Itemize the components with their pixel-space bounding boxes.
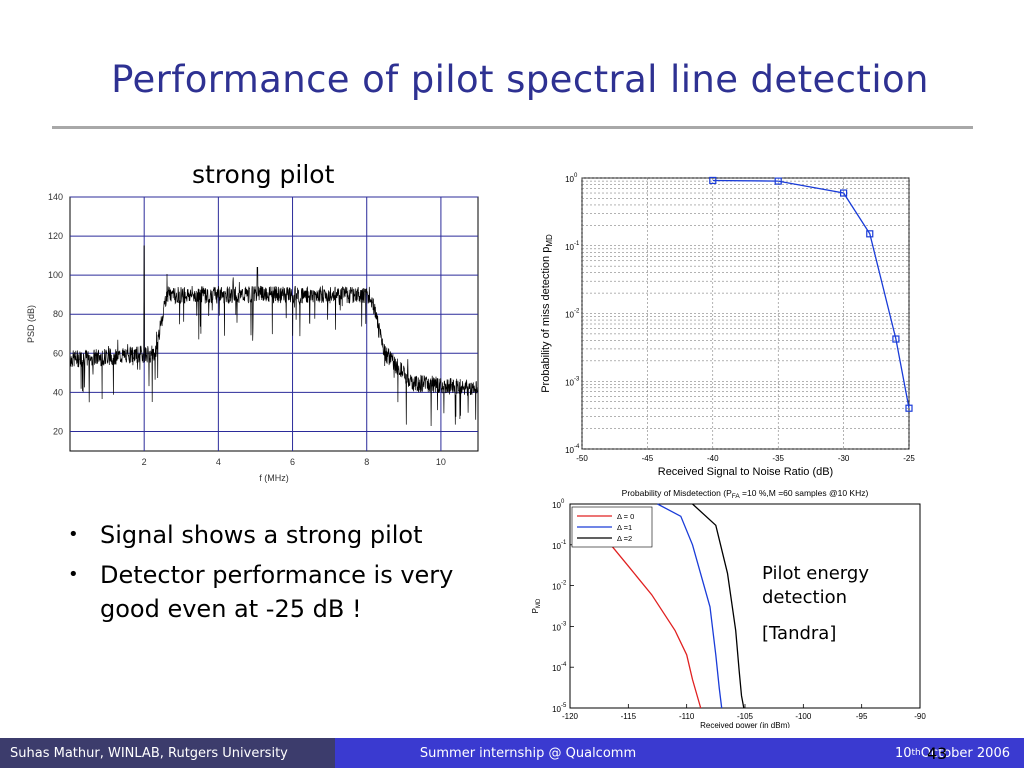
legend-label: Δ = 0 [617, 512, 634, 521]
series-line [657, 503, 723, 709]
bullet-dot-icon: • [68, 564, 79, 585]
x-tick-label: -25 [903, 454, 915, 463]
footer-author: Suhas Mathur, WINLAB, Rutgers University [0, 738, 335, 768]
series-line [610, 544, 702, 709]
series-line [712, 179, 910, 409]
series-line [692, 503, 745, 709]
bullet-item: • Detector performance is very good even … [68, 558, 508, 626]
bullet-item: • Signal shows a strong pilot [68, 518, 508, 552]
page-number: 43 [927, 744, 948, 763]
y-axis-label: PSD (dB) [26, 305, 36, 343]
x-tick-label: -50 [576, 454, 588, 463]
x-tick-label: -30 [838, 454, 850, 463]
y-tick-exponent: -1 [574, 241, 580, 247]
x-tick-label: 10 [436, 457, 446, 467]
y-tick-exponent: 0 [561, 499, 565, 505]
x-tick-label: -100 [795, 712, 812, 721]
annotation-line: detection [762, 587, 848, 608]
y-tick-label: 80 [53, 309, 63, 319]
y-tick-label: 120 [48, 231, 63, 241]
x-axis-label: f (MHz) [259, 473, 289, 483]
title-divider [52, 126, 973, 129]
x-tick-label: -95 [856, 712, 868, 721]
y-tick-label: 100 [48, 270, 63, 280]
x-axis-label: Received power (in dBm) [700, 721, 790, 728]
psd-series-line [69, 245, 479, 427]
footer-bar: Suhas Mathur, WINLAB, Rutgers University… [0, 738, 1024, 768]
legend-label: Δ =2 [617, 534, 632, 543]
y-tick-label: 10 [565, 243, 574, 252]
y-tick-label: 10 [565, 446, 574, 455]
y-tick-label: 10 [552, 664, 561, 673]
bullet-list: • Signal shows a strong pilot • Detector p… [68, 518, 508, 632]
data-point [774, 177, 782, 185]
y-tick-label: 140 [48, 192, 63, 202]
psd-chart: 2 4 6 8 10 20 40 60 80 100 120 140 f (MHz) PSD (dB) [26, 192, 479, 483]
bullet-dot-icon: • [68, 524, 79, 545]
y-tick-exponent: -3 [561, 621, 567, 627]
subtitle: strong pilot [192, 160, 335, 189]
y-tick-exponent: -5 [561, 703, 567, 709]
x-axis-label: Received Signal to Noise Ratio (dB) [658, 466, 833, 478]
data-point [866, 230, 874, 238]
page-title: Performance of pilot spectral line detec… [111, 58, 929, 101]
received-power-chart: Probability of Misdetection (PFA =10 %,M… [531, 488, 926, 728]
chart-title: Probability of Misdetection (PFA =10 %,M… [622, 488, 869, 500]
x-tick-label: 2 [142, 457, 147, 467]
y-tick-label: 10 [552, 705, 561, 714]
data-point [709, 176, 717, 185]
plot-area [69, 196, 479, 452]
y-tick-exponent: -2 [561, 581, 567, 587]
x-tick-label: 6 [290, 457, 295, 467]
annotation-line: Pilot energy [762, 563, 869, 584]
data-point [892, 335, 900, 343]
y-tick-label: 10 [565, 378, 574, 387]
x-tick-label: -115 [621, 712, 637, 721]
x-tick-label: -40 [707, 454, 719, 463]
y-tick-label: 10 [552, 623, 561, 632]
data-point [840, 189, 848, 197]
legend-label: Δ =1 [617, 523, 632, 532]
y-tick-label: 10 [552, 501, 561, 510]
y-tick-exponent: 0 [574, 173, 578, 179]
x-tick-label: -35 [772, 454, 784, 463]
y-tick-label: 60 [53, 348, 63, 358]
citation: [Tandra] [762, 623, 837, 644]
x-tick-label: -105 [737, 712, 754, 721]
y-tick-exponent: -3 [574, 376, 580, 382]
y-tick-exponent: -4 [574, 444, 580, 450]
y-tick-label: 40 [53, 387, 63, 397]
y-axis-label: Probability of miss detection pMD [540, 234, 554, 393]
y-tick-label: 10 [552, 542, 561, 551]
y-tick-label: 20 [53, 426, 63, 436]
x-tick-label: -90 [914, 712, 926, 721]
x-tick-label: -120 [562, 712, 579, 721]
y-tick-label: 10 [565, 311, 574, 320]
x-tick-label: -45 [642, 454, 654, 463]
footer-event: Summer internship @ Qualcomm [335, 738, 721, 768]
data-point [905, 404, 913, 412]
x-tick-label: -110 [679, 712, 695, 721]
y-tick-label: 10 [565, 175, 574, 184]
y-tick-exponent: -2 [574, 309, 580, 315]
y-tick-label: 10 [552, 583, 561, 592]
y-tick-exponent: -4 [561, 662, 567, 668]
y-tick-exponent: -1 [561, 540, 567, 546]
x-tick-label: 8 [364, 457, 369, 467]
x-tick-label: 4 [216, 457, 221, 467]
y-axis-label: PMD [531, 598, 542, 613]
